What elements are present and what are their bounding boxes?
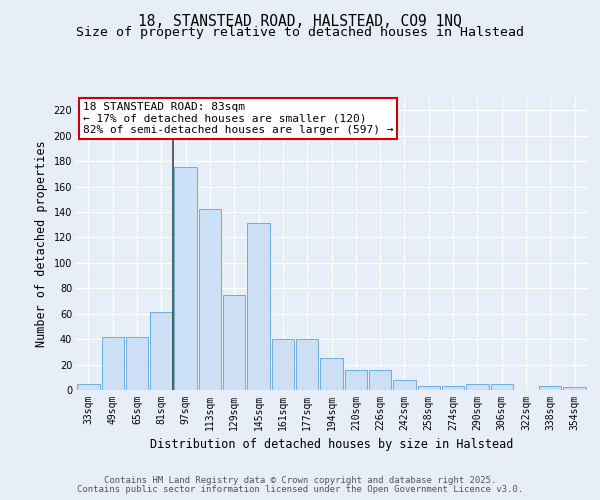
Text: Contains public sector information licensed under the Open Government Licence v3: Contains public sector information licen… [77, 485, 523, 494]
Bar [344, 370, 367, 390]
Bar [77, 384, 100, 390]
Bar [199, 210, 221, 390]
X-axis label: Distribution of detached houses by size in Halstead: Distribution of detached houses by size … [150, 438, 513, 452]
Bar [272, 339, 294, 390]
Bar [175, 168, 197, 390]
Bar [101, 336, 124, 390]
Text: Contains HM Land Registry data © Crown copyright and database right 2025.: Contains HM Land Registry data © Crown c… [104, 476, 496, 485]
Bar [539, 386, 562, 390]
Text: 18, STANSTEAD ROAD, HALSTEAD, CO9 1NQ: 18, STANSTEAD ROAD, HALSTEAD, CO9 1NQ [138, 14, 462, 29]
Bar [296, 339, 319, 390]
Bar [491, 384, 513, 390]
Bar [150, 312, 172, 390]
Text: 18 STANSTEAD ROAD: 83sqm
← 17% of detached houses are smaller (120)
82% of semi-: 18 STANSTEAD ROAD: 83sqm ← 17% of detach… [83, 102, 393, 135]
Bar [126, 336, 148, 390]
Bar [393, 380, 416, 390]
Y-axis label: Number of detached properties: Number of detached properties [35, 140, 48, 347]
Bar [247, 224, 270, 390]
Bar [369, 370, 391, 390]
Bar [418, 386, 440, 390]
Text: Size of property relative to detached houses in Halstead: Size of property relative to detached ho… [76, 26, 524, 39]
Bar [223, 294, 245, 390]
Bar [442, 386, 464, 390]
Bar [466, 384, 488, 390]
Bar [320, 358, 343, 390]
Bar [563, 388, 586, 390]
